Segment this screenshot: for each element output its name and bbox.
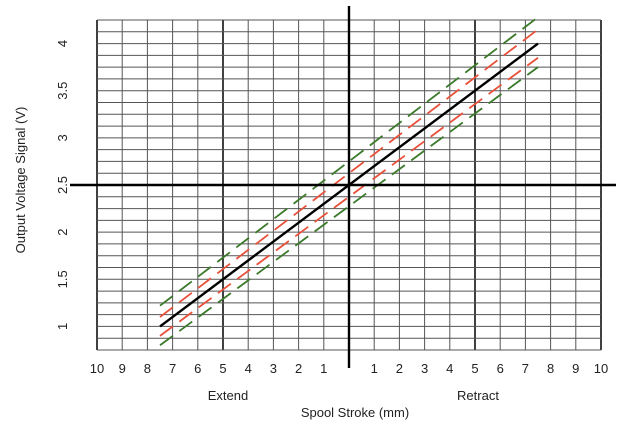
x-tick-label: 1 [320, 361, 327, 376]
y-axis-label: Output Voltage Signal (V) [13, 107, 28, 254]
x-tick-label: 3 [270, 361, 277, 376]
series-line-2 [159, 28, 539, 318]
x-tick-label: 1 [371, 361, 378, 376]
x-tick-label: 6 [497, 361, 504, 376]
x-tick-label: 7 [169, 361, 176, 376]
x-tick-label: 9 [572, 361, 579, 376]
y-tick-label: 4 [55, 40, 70, 47]
x-tick-label: 6 [194, 361, 201, 376]
x-axis-label: Spool Stroke (mm) [301, 405, 409, 420]
series-line-5 [159, 66, 539, 347]
x-tick-label: 3 [421, 361, 428, 376]
x-tick-label: 4 [446, 361, 453, 376]
x-right-label: Retract [457, 388, 499, 403]
x-tick-label: 2 [396, 361, 403, 376]
x-tick-label: 10 [594, 361, 608, 376]
x-tick-label: 2 [295, 361, 302, 376]
y-tick-label: 2 [55, 229, 70, 236]
y-tick-label: 3.5 [55, 82, 70, 100]
x-left-label: Extend [208, 388, 248, 403]
x-tick-label: 5 [219, 361, 226, 376]
x-tick-label: 10 [90, 361, 104, 376]
axes [70, 6, 616, 368]
x-tick-label: 5 [471, 361, 478, 376]
y-tick-label: 1 [55, 323, 70, 330]
series-line-4 [159, 16, 539, 307]
x-tick-label: 9 [119, 361, 126, 376]
y-tick-label: 2.5 [55, 176, 70, 194]
x-tick-label: 4 [245, 361, 252, 376]
y-tick-label: 3 [55, 134, 70, 141]
x-tick-labels: 10 9 8 7 6 5 4 3 2 1 1 2 3 4 5 6 7 8 9 10 [90, 361, 608, 376]
x-tick-label: 8 [547, 361, 554, 376]
x-tick-label: 7 [522, 361, 529, 376]
y-tick-labels: 1 1.5 2 2.5 3 3.5 4 [55, 40, 70, 330]
series-line-3 [159, 56, 539, 337]
x-tick-label: 8 [144, 361, 151, 376]
y-tick-label: 1.5 [55, 270, 70, 288]
